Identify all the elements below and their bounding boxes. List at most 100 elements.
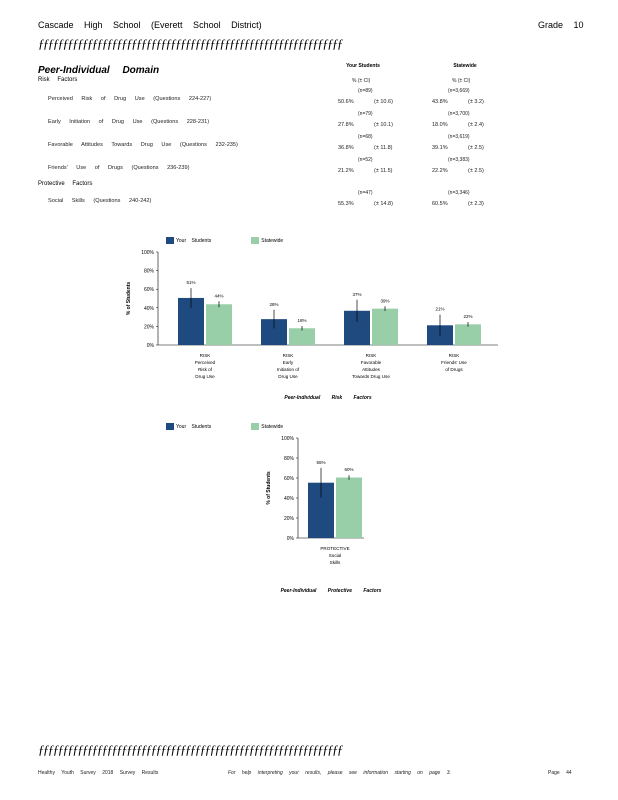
protective-factors-chart: 0% 20% 40% 60% 80% 100% % of Students 55% 60% PRO… — [266, 436, 382, 594]
domain-title: Peer-Individual Domain — [38, 65, 160, 76]
your-n: (n=68) — [358, 134, 373, 140]
category-label: RISK — [366, 353, 378, 358]
category-label: Drug Use — [278, 374, 298, 379]
school-header: Cascade High School (Everett School Dist… — [38, 20, 262, 30]
row-label: Favorable Attitudes Towards Drug Use (Qu… — [48, 142, 238, 148]
category-label: RISK — [200, 353, 212, 358]
bar — [455, 324, 481, 345]
data-label: 28% — [269, 302, 278, 307]
state-n: (n=3,619) — [448, 134, 470, 140]
y-tick-label: 100% — [141, 250, 154, 256]
y-tick-label: 100% — [281, 436, 294, 442]
state-pct: 22.2% — [432, 168, 448, 174]
state-ci: (± 2.3) — [468, 201, 484, 207]
category-label: Social — [329, 553, 342, 558]
col-state-ci: % (± CI) — [452, 78, 471, 84]
state-n: (n=3,383) — [448, 157, 470, 163]
data-label: 37% — [352, 292, 361, 297]
state-ci: (± 3.2) — [468, 99, 484, 105]
col-your-students: Your Students — [346, 63, 380, 69]
your-ci: (± 10.6) — [374, 99, 393, 105]
your-ci: (± 11.8) — [374, 145, 393, 151]
category-label: PROTECTIVE — [320, 546, 349, 551]
footer-left: Healthy Youth Survey 2018 Survey Results — [38, 770, 159, 776]
category-label: Initiation of — [277, 367, 300, 372]
y-tick-label: 60% — [144, 287, 155, 293]
y-tick-label: 40% — [144, 306, 155, 312]
data-label: 51% — [186, 280, 195, 285]
legend-swatch-statewide — [251, 423, 260, 431]
your-n: (n=79) — [358, 111, 373, 117]
category-label: Friends' Use — [441, 360, 467, 365]
row-label: Friends' Use of Drugs (Questions 236-239… — [48, 165, 190, 171]
y-tick-label: 20% — [284, 516, 295, 522]
state-ci: (± 2.5) — [468, 168, 484, 174]
your-pct: 21.2% — [338, 168, 354, 174]
your-n: (n=47) — [358, 190, 373, 196]
your-n: (n=52) — [358, 157, 373, 163]
category-label: Favorable — [361, 360, 382, 365]
legend-swatch-your-students — [166, 237, 174, 245]
row-label: Perceived Risk of Drug Use (Questions 22… — [48, 96, 212, 102]
risk-factors-chart: 0% 20% 40% 60% 80% 100% % of Students 51% 44% RIS… — [126, 250, 498, 401]
your-ci: (± 14.8) — [374, 201, 393, 207]
bar — [372, 308, 398, 345]
protective-section-title: Protective Factors — [38, 181, 93, 187]
category-label: Towards Drug Use — [352, 374, 390, 379]
chart1-legend: Your Students Statewide — [166, 232, 323, 250]
data-label: 44% — [214, 293, 223, 298]
category-label: RISK — [449, 353, 461, 358]
y-axis-label: % of Students — [126, 282, 132, 316]
category-label: Skills — [330, 560, 341, 565]
x-axis-label: Peer-Individual Protective Factors — [281, 588, 382, 594]
category-label: Perceived — [195, 360, 216, 365]
state-ci: (± 2.5) — [468, 145, 484, 151]
your-pct: 50.6% — [338, 99, 354, 105]
y-tick-label: 80% — [144, 269, 155, 275]
your-n: (n=89) — [358, 88, 373, 94]
y-tick-label: 20% — [144, 324, 155, 330]
state-pct: 60.5% — [432, 201, 448, 207]
data-label: 21% — [435, 307, 444, 312]
category-label: Risk of — [198, 367, 213, 372]
bottom-rule: ƒƒƒƒƒƒƒƒƒƒƒƒƒƒƒƒƒƒƒƒƒƒƒƒƒƒƒƒƒƒƒƒƒƒƒƒƒƒƒƒ… — [38, 742, 343, 757]
bar — [289, 328, 315, 345]
your-pct: 55.3% — [338, 201, 354, 207]
legend-swatch-your-students — [166, 423, 174, 431]
row-label: Early Initiation of Drug Use (Questions … — [48, 119, 210, 125]
state-pct: 39.1% — [432, 145, 448, 151]
data-label: 22% — [463, 314, 472, 319]
bar — [336, 477, 362, 538]
category-label: Attitudes — [362, 367, 381, 372]
y-tick-label: 40% — [284, 496, 295, 502]
legend-label-statewide: Statewide — [261, 237, 284, 244]
category-label: of Drugs — [445, 367, 463, 372]
y-tick-label: 0% — [287, 536, 295, 542]
footer-page: Page 44 — [548, 770, 572, 776]
footer-help-text: For help interpreting your results, plea… — [228, 770, 451, 776]
row-label: Social Skills (Questions 240-242) — [48, 198, 152, 204]
bar — [206, 304, 232, 345]
data-label: 55% — [316, 460, 325, 465]
state-n: (n=3,346) — [448, 190, 470, 196]
your-ci: (± 10.1) — [374, 122, 393, 128]
legend-swatch-statewide — [251, 237, 260, 245]
state-n: (n=3,700) — [448, 111, 470, 117]
legend-label-statewide: Statewide — [261, 423, 284, 430]
data-label: 18% — [297, 318, 306, 323]
x-axis-label: Peer-Individual Risk Factors — [284, 395, 371, 401]
category-label: RISK — [283, 353, 295, 358]
your-pct: 27.8% — [338, 122, 354, 128]
y-tick-label: 0% — [147, 343, 155, 349]
state-pct: 18.0% — [432, 122, 448, 128]
state-pct: 43.8% — [432, 99, 448, 105]
category-label: Drug Use — [195, 374, 215, 379]
category-label: Early — [283, 360, 294, 365]
your-pct: 36.8% — [338, 145, 354, 151]
legend-label-your-students: Your Students — [176, 423, 212, 430]
col-statewide: Statewide — [453, 63, 477, 69]
risk-section-title: Risk Factors — [38, 77, 78, 83]
top-rule: ƒƒƒƒƒƒƒƒƒƒƒƒƒƒƒƒƒƒƒƒƒƒƒƒƒƒƒƒƒƒƒƒƒƒƒƒƒƒƒƒ… — [38, 36, 343, 51]
your-ci: (± 11.5) — [374, 168, 393, 174]
y-tick-label: 60% — [284, 476, 295, 482]
